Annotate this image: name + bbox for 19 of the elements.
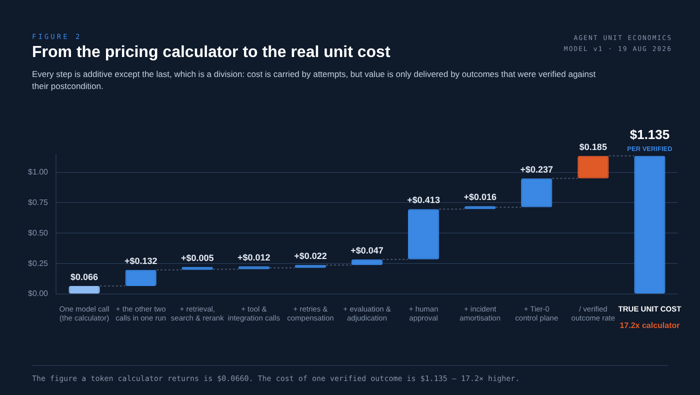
y-tick-label: $0.50: [28, 228, 49, 238]
chart-subtitle: Every step is additive except the last, which is a division: cost is carried by attempts, but value is only delivered by outcomes that were verified against their postcondition.: [32, 68, 597, 92]
data-label: +$0.047: [350, 245, 384, 256]
y-tick-label: $0.00: [28, 289, 49, 298]
data-label: +$0.237: [520, 164, 554, 174]
data-label: +$0.413: [407, 195, 440, 206]
data-label: +$0.005: [180, 252, 214, 263]
data-label: $0.066: [70, 272, 98, 282]
data-label: +$0.016: [464, 192, 496, 202]
data-label: $0.185: [579, 142, 607, 152]
data-label: $1.135: [630, 126, 670, 142]
y-tick-label: $0.75: [28, 198, 49, 207]
y-tick-label: $1.00: [28, 167, 49, 176]
data-label: +$0.022: [294, 250, 327, 261]
data-label: +$0.132: [124, 256, 158, 266]
data-label: +$0.012: [238, 252, 270, 262]
y-tick-label: $0.25: [28, 258, 49, 268]
chart-title: From the pricing calculator to the real unit cost: [32, 44, 390, 62]
text: 17.2x calculator: [620, 321, 680, 330]
